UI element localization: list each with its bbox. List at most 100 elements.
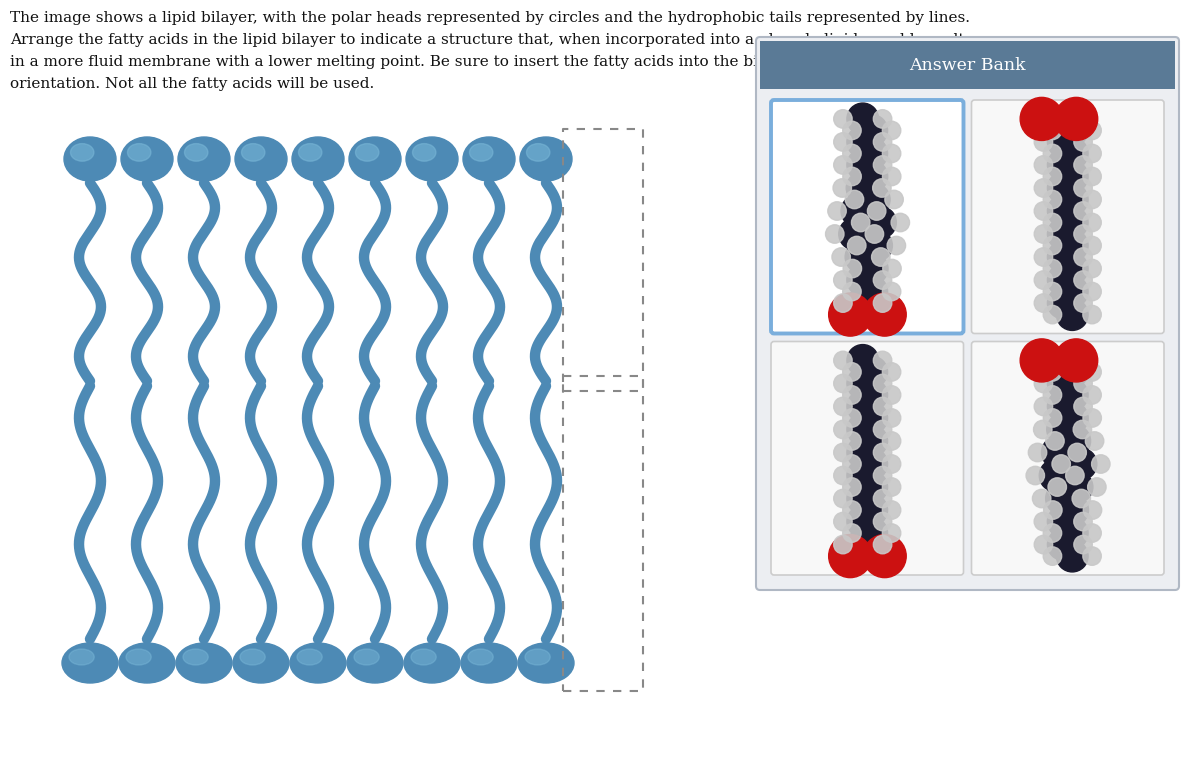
- Ellipse shape: [1074, 225, 1092, 243]
- Ellipse shape: [834, 271, 852, 289]
- Ellipse shape: [842, 362, 862, 381]
- Ellipse shape: [1074, 374, 1092, 393]
- Ellipse shape: [834, 155, 852, 174]
- Ellipse shape: [1056, 540, 1088, 572]
- Ellipse shape: [847, 460, 878, 491]
- Ellipse shape: [468, 649, 493, 665]
- Ellipse shape: [883, 259, 901, 278]
- Ellipse shape: [857, 253, 888, 284]
- Ellipse shape: [1074, 179, 1092, 198]
- Ellipse shape: [847, 237, 866, 255]
- Ellipse shape: [1056, 356, 1088, 388]
- Ellipse shape: [856, 448, 888, 480]
- Ellipse shape: [1085, 432, 1104, 450]
- Ellipse shape: [844, 259, 862, 278]
- Ellipse shape: [1082, 386, 1102, 405]
- Ellipse shape: [185, 144, 208, 161]
- Ellipse shape: [834, 398, 852, 415]
- Ellipse shape: [1073, 420, 1092, 439]
- Ellipse shape: [874, 109, 892, 128]
- Ellipse shape: [354, 649, 379, 665]
- Ellipse shape: [856, 494, 888, 526]
- Ellipse shape: [1056, 253, 1088, 284]
- Ellipse shape: [410, 649, 437, 665]
- Ellipse shape: [847, 483, 878, 515]
- Ellipse shape: [856, 402, 888, 433]
- Ellipse shape: [834, 109, 852, 128]
- Ellipse shape: [461, 643, 517, 683]
- Ellipse shape: [845, 191, 864, 209]
- Ellipse shape: [518, 643, 574, 683]
- Ellipse shape: [526, 649, 551, 665]
- Ellipse shape: [882, 455, 901, 473]
- Ellipse shape: [1039, 460, 1070, 491]
- Ellipse shape: [847, 149, 878, 181]
- Ellipse shape: [882, 501, 901, 519]
- Ellipse shape: [1046, 414, 1079, 445]
- Ellipse shape: [834, 490, 852, 508]
- Ellipse shape: [1048, 505, 1079, 537]
- Text: Answer Bank: Answer Bank: [910, 56, 1026, 73]
- Ellipse shape: [884, 191, 904, 209]
- FancyBboxPatch shape: [972, 341, 1164, 575]
- Ellipse shape: [71, 144, 94, 161]
- Ellipse shape: [842, 144, 862, 162]
- Ellipse shape: [847, 529, 878, 561]
- Ellipse shape: [1033, 420, 1052, 439]
- Ellipse shape: [842, 282, 862, 301]
- Ellipse shape: [874, 444, 892, 462]
- Ellipse shape: [1056, 207, 1088, 238]
- Ellipse shape: [847, 505, 878, 537]
- Ellipse shape: [1082, 547, 1102, 565]
- Ellipse shape: [887, 237, 906, 255]
- Ellipse shape: [863, 534, 906, 578]
- Ellipse shape: [1066, 466, 1084, 485]
- Ellipse shape: [863, 293, 906, 336]
- Ellipse shape: [469, 144, 493, 161]
- Ellipse shape: [1043, 213, 1062, 232]
- Ellipse shape: [1082, 167, 1102, 186]
- Ellipse shape: [1056, 298, 1088, 330]
- Ellipse shape: [847, 368, 878, 399]
- Ellipse shape: [842, 386, 862, 405]
- Ellipse shape: [1048, 264, 1079, 296]
- Ellipse shape: [842, 432, 862, 450]
- Text: orientation. Not all the fatty acids will be used.: orientation. Not all the fatty acids wil…: [10, 77, 374, 91]
- Ellipse shape: [1061, 471, 1093, 503]
- Ellipse shape: [832, 248, 851, 266]
- Ellipse shape: [1044, 501, 1062, 519]
- Ellipse shape: [842, 501, 862, 519]
- Ellipse shape: [1092, 455, 1110, 473]
- Ellipse shape: [829, 534, 871, 578]
- Ellipse shape: [1082, 524, 1102, 542]
- Ellipse shape: [874, 133, 892, 152]
- Ellipse shape: [842, 455, 862, 473]
- Ellipse shape: [1043, 362, 1062, 381]
- Ellipse shape: [1045, 432, 1064, 450]
- Ellipse shape: [1082, 259, 1102, 278]
- Ellipse shape: [882, 524, 901, 542]
- Ellipse shape: [1074, 201, 1092, 220]
- Ellipse shape: [847, 414, 878, 445]
- Ellipse shape: [178, 137, 230, 181]
- Ellipse shape: [1020, 339, 1063, 382]
- FancyBboxPatch shape: [772, 341, 964, 575]
- Ellipse shape: [874, 512, 892, 531]
- Ellipse shape: [882, 144, 901, 162]
- Ellipse shape: [856, 356, 888, 388]
- Ellipse shape: [1034, 248, 1052, 266]
- Ellipse shape: [874, 420, 892, 439]
- Ellipse shape: [1048, 287, 1079, 319]
- Ellipse shape: [1034, 294, 1052, 312]
- Ellipse shape: [834, 535, 852, 554]
- Ellipse shape: [856, 425, 888, 457]
- Ellipse shape: [241, 144, 265, 161]
- Ellipse shape: [1082, 305, 1102, 324]
- Ellipse shape: [121, 137, 173, 181]
- Ellipse shape: [1082, 144, 1102, 162]
- Ellipse shape: [1028, 444, 1046, 462]
- Ellipse shape: [1048, 126, 1079, 158]
- Ellipse shape: [1043, 305, 1062, 324]
- Ellipse shape: [1048, 390, 1079, 423]
- Ellipse shape: [882, 386, 901, 405]
